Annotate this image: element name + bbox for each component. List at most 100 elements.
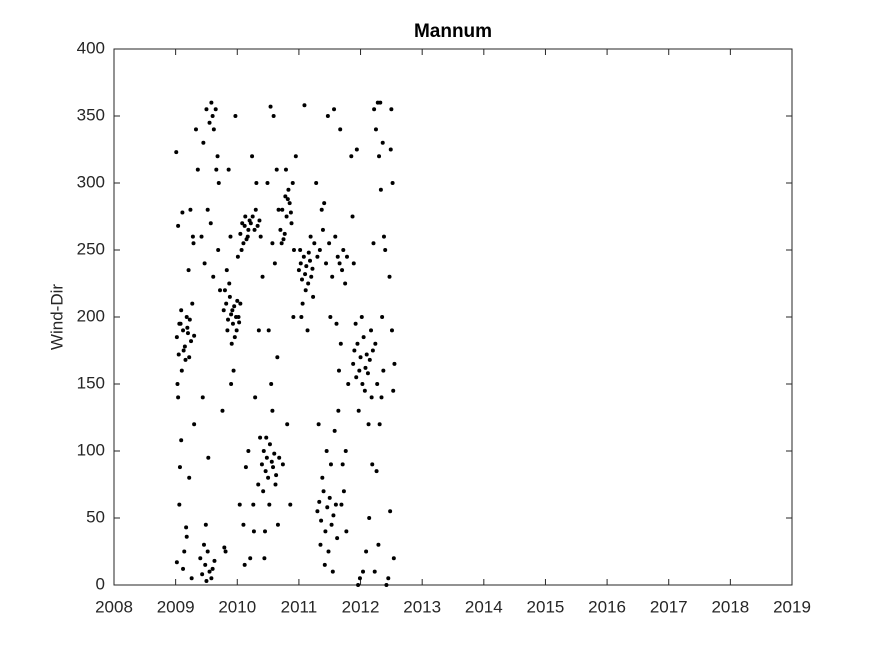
point (208, 221, 213, 226)
point (268, 104, 273, 109)
point (242, 223, 247, 228)
point (335, 254, 340, 259)
point (377, 154, 382, 159)
point (214, 167, 219, 172)
y-tick-label: 100 (77, 440, 105, 459)
point (299, 277, 304, 282)
point (375, 382, 380, 386)
point (325, 505, 330, 510)
point (332, 107, 337, 112)
point (177, 465, 182, 470)
points (174, 100, 397, 587)
point (211, 274, 216, 279)
point (353, 321, 358, 326)
point (352, 348, 357, 353)
point (255, 223, 260, 228)
point (241, 522, 246, 527)
point (324, 449, 329, 453)
point (364, 352, 369, 357)
point (280, 207, 285, 212)
point (190, 301, 195, 306)
point (287, 201, 292, 206)
point (242, 562, 247, 567)
point (315, 509, 320, 514)
point (207, 120, 212, 125)
point (185, 325, 190, 330)
point (238, 301, 243, 306)
point (192, 333, 197, 338)
point (187, 475, 192, 480)
point (205, 207, 210, 212)
point (224, 301, 229, 306)
point (238, 231, 243, 236)
point (306, 250, 311, 255)
point (272, 451, 277, 456)
point (235, 254, 240, 259)
point (338, 341, 343, 346)
point (262, 556, 267, 561)
point (174, 335, 179, 340)
point (378, 100, 383, 105)
point (299, 315, 304, 319)
point (340, 268, 345, 273)
point (223, 549, 228, 554)
point (309, 274, 314, 279)
point (201, 140, 206, 145)
point (181, 328, 186, 333)
point (220, 408, 225, 413)
point (263, 529, 268, 534)
point (324, 261, 329, 266)
point (192, 422, 197, 427)
point (336, 368, 341, 373)
point (304, 264, 309, 269)
point (269, 459, 274, 464)
point (267, 502, 272, 507)
point (306, 281, 311, 286)
y-tick-label: 400 (77, 38, 105, 57)
point (380, 315, 385, 319)
point (203, 522, 208, 527)
point (361, 569, 366, 574)
point (267, 442, 272, 447)
point (364, 549, 369, 554)
point (202, 261, 207, 266)
point (320, 475, 325, 480)
point (174, 150, 179, 155)
point (311, 294, 316, 299)
point (387, 274, 392, 279)
point (177, 321, 182, 326)
point (182, 549, 187, 554)
point (296, 268, 301, 273)
point (317, 499, 322, 504)
point (333, 502, 338, 507)
point (205, 549, 210, 554)
point (349, 154, 354, 159)
point (380, 140, 385, 145)
point (210, 114, 215, 118)
point (291, 248, 296, 252)
point (251, 529, 256, 534)
point (234, 328, 239, 333)
point (227, 281, 232, 286)
point (314, 181, 319, 185)
point (277, 455, 282, 460)
point (186, 268, 191, 273)
point (236, 315, 241, 319)
point (359, 315, 364, 319)
point (177, 502, 182, 507)
point (374, 469, 379, 474)
point (230, 321, 235, 326)
point (344, 254, 349, 259)
point (312, 241, 317, 246)
point (272, 261, 277, 266)
point (189, 339, 194, 344)
point (281, 237, 286, 242)
point (386, 576, 391, 581)
point (378, 187, 383, 192)
axes: 2008 2009 2010 2011 2012 2013 2014 2015 2016 2017… (77, 38, 811, 616)
point (226, 317, 231, 322)
x-tick-label: 2016 (588, 597, 626, 616)
point (188, 207, 193, 212)
point (239, 248, 244, 252)
point (211, 127, 216, 132)
